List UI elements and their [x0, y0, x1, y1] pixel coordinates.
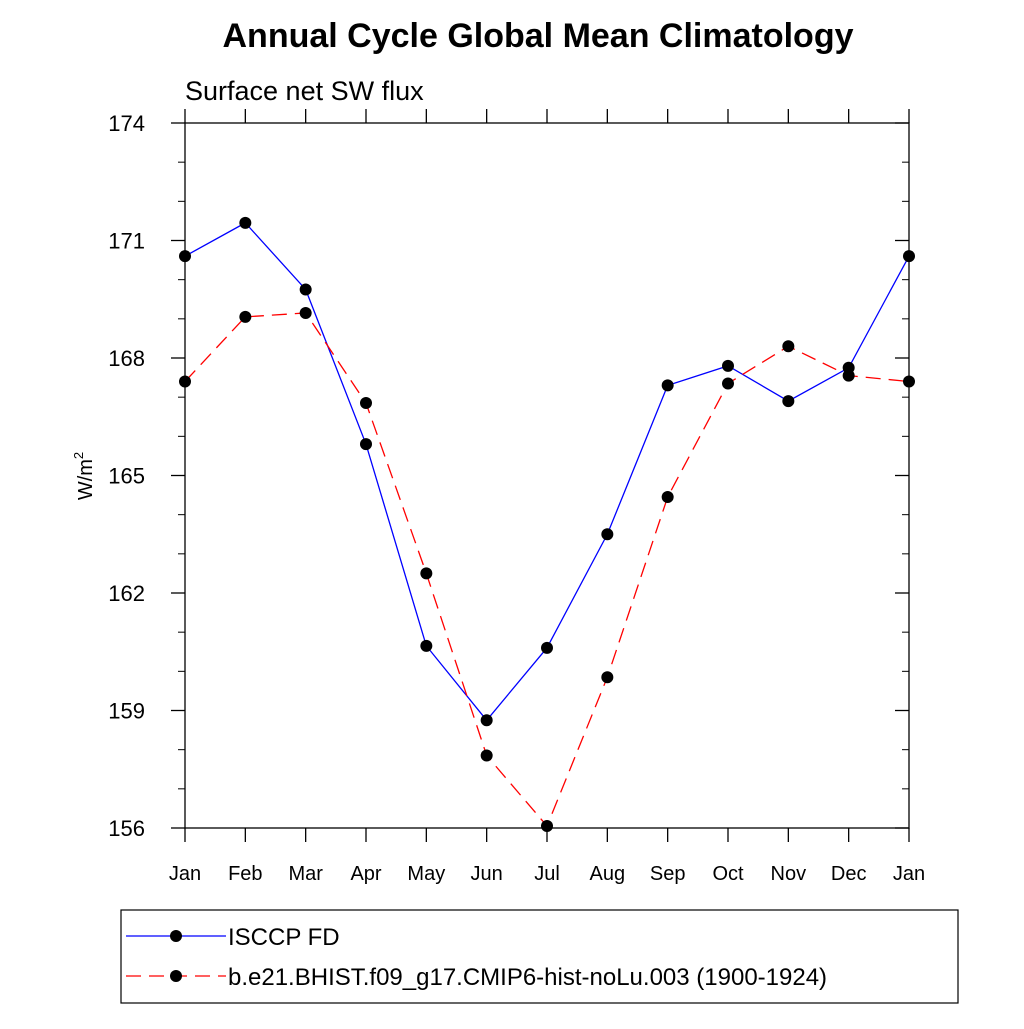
data-point-1-9 — [722, 377, 734, 390]
x-tick-label: Jun — [471, 863, 503, 885]
x-tick-label: Oct — [712, 863, 744, 885]
x-tick-label: Jul — [534, 863, 560, 885]
y-axis-label: W/m2 — [71, 452, 97, 500]
series-layer — [179, 216, 915, 833]
y-tick-label: 159 — [108, 699, 145, 724]
y-tick-label: 168 — [108, 346, 145, 371]
data-point-0-3 — [360, 438, 372, 451]
y-tick-label: 171 — [108, 229, 145, 254]
data-point-0-8 — [661, 379, 674, 392]
y-tick-label: 156 — [108, 816, 145, 841]
x-tick-label: Jan — [169, 863, 201, 885]
x-tick-label: Feb — [228, 863, 262, 885]
legend-marker-0 — [170, 930, 182, 942]
legend-label-1: b.e21.BHIST.f09_g17.CMIP6-hist-noLu.003 … — [228, 964, 827, 991]
data-point-0-0 — [179, 250, 191, 263]
data-point-0-2 — [299, 283, 312, 296]
data-point-1-10 — [782, 340, 795, 353]
x-tick-label: Dec — [831, 863, 867, 885]
data-point-1-4 — [420, 567, 433, 580]
data-point-1-0 — [179, 375, 191, 388]
y-axis-label-text: W/m — [75, 459, 97, 500]
series-0 — [179, 216, 915, 727]
data-point-1-11 — [842, 369, 855, 382]
data-point-1-7 — [601, 671, 614, 684]
legend-box — [120, 909, 959, 1004]
data-point-1-2 — [299, 306, 312, 319]
plot-axes: 156 159 162 165 168 171 174 Jan Feb Mar Apr May Jun J… — [71, 109, 925, 885]
data-point-0-1 — [239, 216, 252, 229]
legend-marker-1 — [170, 970, 182, 982]
x-tick-label: Aug — [590, 863, 626, 885]
y-axis-label-superscript: 2 — [71, 452, 86, 459]
data-point-0-7 — [601, 528, 614, 541]
data-point-0-4 — [420, 639, 433, 652]
series-1 — [179, 306, 915, 833]
data-point-1-12 — [903, 375, 915, 388]
x-tick-label: Sep — [650, 863, 686, 885]
legend: ISCCP FD b.e21.BHIST.f09_g17.CMIP6-hist-n… — [120, 909, 959, 1004]
chart-subtitle: Surface net SW flux — [185, 76, 424, 106]
data-point-0-5 — [480, 714, 493, 727]
data-point-1-8 — [661, 491, 674, 504]
chart-title: Annual Cycle Global Mean Climatology — [223, 17, 854, 55]
plot-frame — [184, 122, 910, 829]
data-point-1-3 — [360, 397, 372, 410]
x-tick-label: Nov — [771, 863, 807, 885]
legend-label-0: ISCCP FD — [228, 924, 340, 951]
x-tick-label: Jan — [893, 863, 925, 885]
x-tick-label: Apr — [350, 863, 381, 885]
data-point-0-9 — [722, 359, 734, 372]
y-tick-label: 165 — [108, 464, 145, 489]
x-tick-label: May — [407, 863, 445, 885]
y-tick-label: 174 — [108, 111, 145, 136]
data-point-0-10 — [782, 395, 795, 408]
series-line-1 — [184, 312, 910, 828]
data-point-0-6 — [541, 641, 553, 654]
data-point-1-1 — [239, 310, 252, 323]
x-tick-label: Mar — [288, 863, 323, 885]
data-point-1-5 — [480, 749, 493, 762]
data-point-0-12 — [903, 250, 915, 263]
data-point-1-6 — [541, 820, 553, 833]
y-tick-label: 162 — [108, 581, 145, 606]
